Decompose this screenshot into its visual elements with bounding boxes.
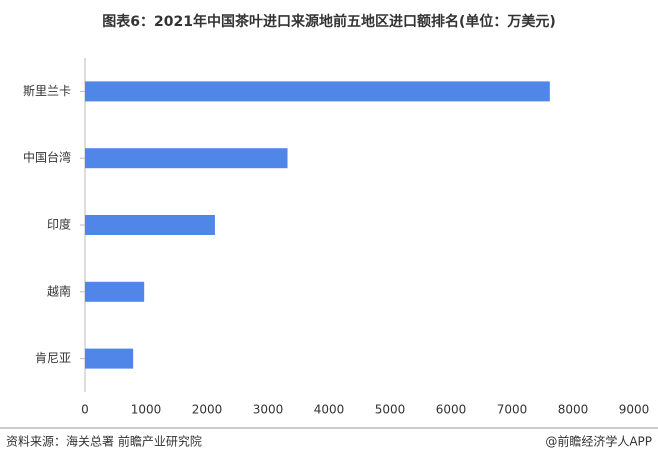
- footer-source: 资料来源：海关总署 前瞻产业研究院: [6, 434, 202, 449]
- x-tick-label: 6000: [436, 403, 467, 417]
- x-tick-label: 5000: [375, 403, 406, 417]
- chart-title: 图表6：2021年中国茶叶进口来源地前五地区进口额排名(单位：万美元): [102, 13, 556, 30]
- y-tick-label: 中国台湾: [23, 150, 71, 165]
- y-tick-label: 肯尼亚: [35, 351, 71, 365]
- x-tick-label: 8000: [558, 403, 589, 417]
- bar: [85, 348, 134, 369]
- x-tick-label: 1000: [131, 403, 162, 417]
- y-tick-label: 斯里兰卡: [23, 84, 71, 98]
- bar: [85, 281, 145, 302]
- x-tick-label: 0: [81, 403, 89, 417]
- x-tick-label: 9000: [619, 403, 650, 417]
- y-tick-label: 印度: [47, 217, 71, 232]
- x-tick-label: 7000: [497, 403, 528, 417]
- bar: [85, 148, 288, 169]
- x-tick-label: 2000: [192, 403, 223, 417]
- bar: [85, 81, 550, 102]
- x-tick-label: 4000: [314, 403, 345, 417]
- footer-brand: @前瞻经济学人APP: [545, 434, 652, 449]
- x-tick-label: 3000: [253, 403, 284, 417]
- y-tick-label: 越南: [47, 283, 71, 298]
- bar: [85, 215, 215, 235]
